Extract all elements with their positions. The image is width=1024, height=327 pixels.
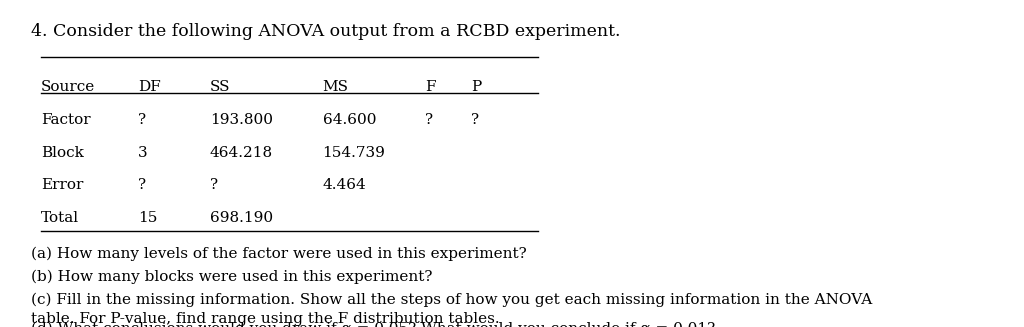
Text: 193.800: 193.800 <box>210 113 273 127</box>
Text: (d) What conclusions would you draw if α = 0.05? What would you conclude if α = : (d) What conclusions would you draw if α… <box>31 322 715 327</box>
Text: ?: ? <box>471 113 479 127</box>
Text: 698.190: 698.190 <box>210 211 273 225</box>
Text: 464.218: 464.218 <box>210 146 273 160</box>
Text: table. For P-value, find range using the F distribution tables.: table. For P-value, find range using the… <box>31 312 500 326</box>
Text: ?: ? <box>138 178 146 192</box>
Text: Factor: Factor <box>41 113 90 127</box>
Text: MS: MS <box>323 80 348 94</box>
Text: Total: Total <box>41 211 79 225</box>
Text: 4.464: 4.464 <box>323 178 367 192</box>
Text: (c) Fill in the missing information. Show all the steps of how you get each miss: (c) Fill in the missing information. Sho… <box>31 293 872 307</box>
Text: Source: Source <box>41 80 95 94</box>
Text: (a) How many levels of the factor were used in this experiment?: (a) How many levels of the factor were u… <box>31 247 526 261</box>
Text: 64.600: 64.600 <box>323 113 376 127</box>
Text: Error: Error <box>41 178 83 192</box>
Text: F: F <box>425 80 435 94</box>
Text: 3: 3 <box>138 146 147 160</box>
Text: 4. Consider the following ANOVA output from a RCBD experiment.: 4. Consider the following ANOVA output f… <box>31 23 621 40</box>
Text: (b) How many blocks were used in this experiment?: (b) How many blocks were used in this ex… <box>31 270 432 284</box>
Text: Block: Block <box>41 146 84 160</box>
Text: ?: ? <box>210 178 218 192</box>
Text: SS: SS <box>210 80 230 94</box>
Text: 15: 15 <box>138 211 158 225</box>
Text: ?: ? <box>425 113 433 127</box>
Text: P: P <box>471 80 481 94</box>
Text: DF: DF <box>138 80 161 94</box>
Text: 154.739: 154.739 <box>323 146 385 160</box>
Text: ?: ? <box>138 113 146 127</box>
